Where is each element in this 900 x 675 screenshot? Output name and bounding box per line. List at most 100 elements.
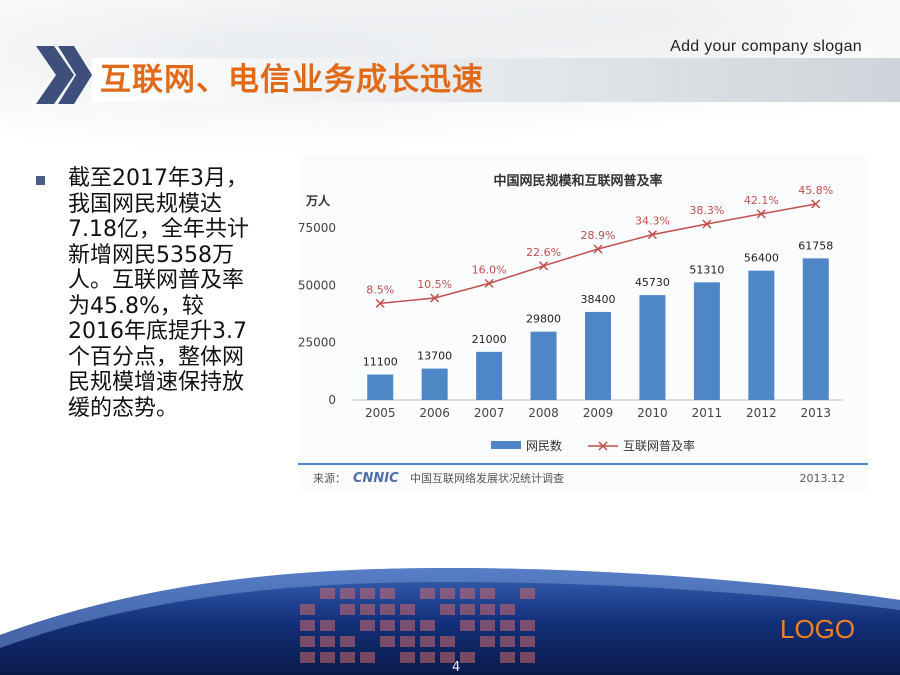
bar-value-label: 56400 xyxy=(744,252,779,265)
source-text: 中国互联网络发展状况统计调查 xyxy=(410,471,564,485)
rate-point xyxy=(702,219,712,229)
internet-users-chart: 中国网民规模和互联网普及率 万人 0 25000 50000 75000 11100 2005… xyxy=(298,155,868,491)
footer-pixel-square xyxy=(340,652,355,663)
rate-point xyxy=(430,293,440,303)
footer-pixel-square xyxy=(300,620,315,631)
footer-pixel-square xyxy=(460,588,475,599)
footer-pixel-square xyxy=(480,588,495,599)
rate-label: 42.1% xyxy=(744,194,779,207)
legend-bar-swatch xyxy=(491,441,521,449)
y-tick-label: 50000 xyxy=(298,278,336,292)
bullet-marker xyxy=(36,176,45,185)
footer-pixel-square xyxy=(420,636,435,647)
bar-value-label: 13700 xyxy=(417,350,452,363)
footer-pixel-square xyxy=(440,588,455,599)
rate-label: 28.9% xyxy=(581,229,616,242)
footer-pixel-square xyxy=(400,636,415,647)
footer-pixel-square xyxy=(360,604,375,615)
y-tick-label: 75000 xyxy=(298,221,336,235)
page-number: 4 xyxy=(452,660,461,675)
footer-pixel-square xyxy=(420,652,435,663)
footer-pixel-square xyxy=(340,604,355,615)
footer-pixel-square xyxy=(500,636,515,647)
footer-pixel-square xyxy=(380,588,395,599)
rate-label: 45.8% xyxy=(798,184,833,197)
footer-pixel-square xyxy=(360,588,375,599)
bar-2005 xyxy=(367,374,394,400)
footer-pixel-square xyxy=(320,652,335,663)
footer-pixel-square xyxy=(460,652,475,663)
chart-title: 中国网民规模和互联网普及率 xyxy=(493,173,662,189)
footer-pixel-square xyxy=(480,620,495,631)
rate-point xyxy=(756,209,766,219)
footer-pixel-square xyxy=(440,636,455,647)
footer-pixel-square xyxy=(460,604,475,615)
footer-pixel-square xyxy=(520,620,535,631)
footer-pixel-square xyxy=(380,636,395,647)
footer-pixel-square xyxy=(460,620,475,631)
x-tick-label: 2012 xyxy=(746,406,777,420)
x-tick-label: 2011 xyxy=(692,406,723,420)
bar-2009 xyxy=(585,311,611,400)
body-paragraph: 截至2017年3月，我国网民规模达7.18亿，全年共计新增网民5358万人。互联… xyxy=(68,166,249,421)
rate-label: 38.3% xyxy=(689,204,724,217)
footer-pixel-square xyxy=(440,652,455,663)
double-chevron-icon xyxy=(36,46,92,104)
x-tick-label: 2013 xyxy=(801,406,832,420)
page-title: 互联网、电信业务成长迅速 xyxy=(100,62,484,98)
footer-pixel-square xyxy=(500,604,515,615)
footer-pixel-square xyxy=(480,604,495,615)
rate-label: 34.3% xyxy=(635,215,670,228)
bar-2011 xyxy=(693,282,720,400)
rate-label: 22.6% xyxy=(526,246,561,259)
bar-2012 xyxy=(748,270,775,400)
y-tick-label: 25000 xyxy=(298,336,336,350)
company-slogan: Add your company slogan xyxy=(670,38,862,55)
footer-band xyxy=(0,568,900,675)
source-date: 2013.12 xyxy=(800,472,846,485)
x-tick-label: 2005 xyxy=(365,406,396,420)
footer-pixel-square xyxy=(420,620,435,631)
x-tick-label: 2006 xyxy=(419,406,450,420)
x-tick-label: 2008 xyxy=(528,406,559,420)
footer-pixel-square xyxy=(300,604,315,615)
rate-label: 10.5% xyxy=(417,278,452,291)
footer-pixel-square xyxy=(320,636,335,647)
rate-point xyxy=(647,230,657,240)
bar-value-label: 29800 xyxy=(526,313,561,326)
rate-point xyxy=(484,278,494,288)
footer-pixel-square xyxy=(380,604,395,615)
bar-2006 xyxy=(421,368,448,400)
rate-label: 8.5% xyxy=(366,283,394,296)
footer-pixel-square xyxy=(500,652,515,663)
footer-pixel-square xyxy=(440,604,455,615)
bar-value-label: 45730 xyxy=(635,276,670,289)
source-prefix: 来源： xyxy=(313,471,346,485)
footer-pixel-square xyxy=(520,588,535,599)
bar-value-label: 21000 xyxy=(472,333,507,346)
footer-pixel-square xyxy=(400,652,415,663)
legend-line-marker xyxy=(598,441,608,451)
footer-pixel-square xyxy=(480,636,495,647)
footer-pixel-square xyxy=(360,620,375,631)
footer-pixel-square xyxy=(400,620,415,631)
footer-pixel-square xyxy=(340,636,355,647)
rate-point xyxy=(375,298,385,308)
footer-pixel-square xyxy=(300,636,315,647)
bar-value-label: 61758 xyxy=(798,239,833,252)
title-bar xyxy=(92,58,900,102)
bar-value-label: 38400 xyxy=(581,293,616,306)
footer-pixel-square xyxy=(380,620,395,631)
bar-2008 xyxy=(530,331,557,400)
footer-pixel-square xyxy=(300,652,315,663)
cnnic-logo: CNNIC xyxy=(353,471,399,486)
footer-pixel-square xyxy=(320,588,335,599)
footer-pixel-square xyxy=(340,588,355,599)
footer-pixel-square xyxy=(420,588,435,599)
company-logo: LOGO xyxy=(780,614,856,644)
legend-line-label: 互联网普及率 xyxy=(623,438,695,453)
y-tick-label: 0 xyxy=(328,393,336,407)
footer-pixel-square xyxy=(400,604,415,615)
rate-point xyxy=(539,261,549,271)
x-tick-label: 2009 xyxy=(583,406,614,420)
